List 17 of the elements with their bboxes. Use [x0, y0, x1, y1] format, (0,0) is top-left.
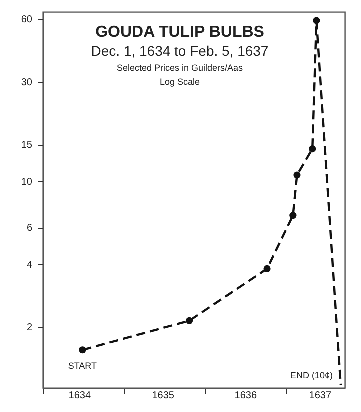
x-tick-label: 1635	[152, 390, 175, 402]
y-tick-label: 6	[26, 223, 33, 234]
x-tick-label: 1634	[68, 390, 92, 402]
y-tick-label: 4	[26, 260, 33, 271]
y-tick-label: 10	[21, 176, 33, 188]
annotation: START	[68, 361, 98, 372]
text: Dec. 1, 1634 to Feb. 5, 1637	[91, 43, 269, 59]
annotation: Log Scale	[160, 77, 200, 87]
annotation: Selected Prices in Guilders/Aas	[116, 63, 244, 73]
x-tick-label: 1637	[309, 390, 332, 402]
y-tick-label: 2	[26, 322, 33, 334]
y-tick-label: 15	[21, 140, 33, 152]
y-tick-label: 60	[21, 14, 33, 26]
x-tick-label: 1636	[234, 390, 258, 402]
annotation: END (10¢)	[290, 370, 333, 380]
y-tick-label: 30	[21, 77, 33, 88]
text: GOUDA TULIP BULBS	[96, 24, 265, 41]
